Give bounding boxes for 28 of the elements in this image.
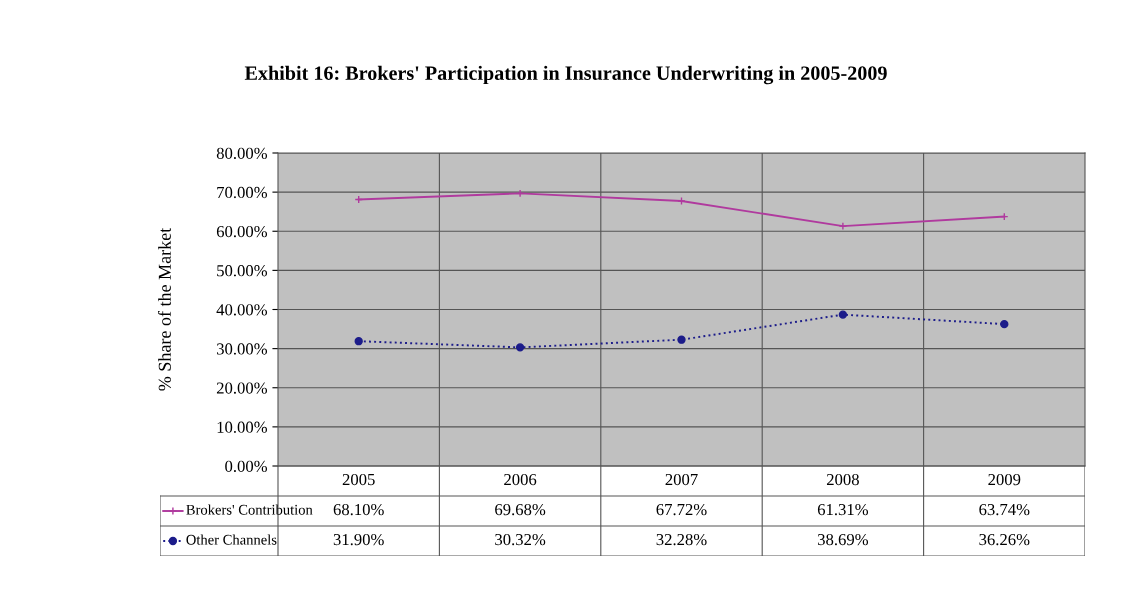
y-axis-title: % Share of the Market	[157, 227, 171, 391]
y-tick-label: 80.00%	[216, 147, 268, 160]
legend-label: Other Channels	[186, 534, 277, 545]
y-tick-label: 30.00%	[217, 343, 268, 355]
data-label: 31.90%	[333, 533, 384, 546]
chart-title: Exhibit 16: Brokers' Participation in Insurance Underwriting in 2005-2009	[244, 65, 887, 85]
x-tick-label: 2006	[504, 473, 537, 486]
x-tick-label: 2009	[988, 473, 1021, 486]
y-tick-label: 50.00%	[217, 265, 268, 277]
data-label: 38.69%	[818, 533, 869, 546]
data-label: 61.31%	[817, 503, 869, 516]
y-tick-label: 0.00%	[225, 460, 268, 473]
x-tick-label: 2008	[826, 473, 859, 486]
data-label: 69.68%	[495, 503, 546, 516]
x-tick-label: 2007	[665, 473, 698, 486]
legend-label: Brokers' Contribution	[186, 504, 313, 515]
y-tick-label: 10.00%	[217, 421, 268, 433]
data-label: 63.74%	[979, 503, 1030, 516]
y-tick-label: 70.00%	[217, 186, 268, 199]
data-label: 68.10%	[333, 503, 384, 516]
data-label: 32.28%	[656, 533, 707, 546]
data-label: 67.72%	[656, 503, 707, 516]
y-tick-label: 60.00%	[216, 225, 268, 238]
x-tick-label: 2005	[342, 473, 375, 486]
y-tick-label: 20.00%	[216, 382, 268, 394]
y-tick-label: 40.00%	[216, 304, 268, 316]
data-label: 36.26%	[979, 533, 1030, 546]
data-label: 30.32%	[495, 533, 546, 546]
